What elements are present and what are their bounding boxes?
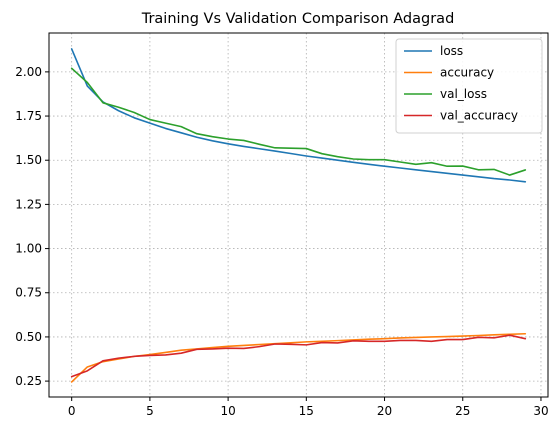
x-tick-label: 15 — [299, 404, 314, 418]
legend-box — [395, 38, 543, 134]
y-tick-label: 2.00 — [15, 65, 42, 79]
x-axis-ticks: 0 5 10 15 20 25 30 — [68, 397, 549, 418]
x-tick-label: 25 — [455, 404, 470, 418]
legend-label-val-loss: val_loss — [440, 87, 487, 101]
x-tick-label: 30 — [533, 404, 548, 418]
y-tick-label: 0.75 — [15, 286, 42, 300]
y-tick-label: 1.50 — [15, 153, 42, 167]
series-line-loss — [70, 48, 527, 183]
series-lines — [70, 48, 527, 383]
series-line-val-accuracy — [70, 334, 527, 378]
y-tick-label: 1.25 — [15, 197, 42, 211]
y-tick-label: 0.25 — [15, 374, 42, 388]
legend-label-accuracy: accuracy — [440, 66, 494, 80]
y-tick-label: 0.50 — [15, 330, 42, 344]
x-tick-label: 10 — [220, 404, 235, 418]
chart-title: Training Vs Validation Comparison Adagra… — [141, 11, 455, 27]
y-axis-ticks: 0.25 0.50 0.75 1.00 1.25 1.50 1.75 2.00 — [15, 65, 49, 388]
x-tick-label: 5 — [146, 404, 154, 418]
x-tick-label: 20 — [377, 404, 392, 418]
plot-frame — [48, 32, 549, 398]
x-tick-label: 0 — [68, 404, 76, 418]
y-tick-label: 1.00 — [15, 242, 42, 256]
series-line-val-loss — [70, 67, 527, 176]
legend: loss accuracy val_loss val_accuracy — [395, 38, 543, 134]
y-tick-label: 1.75 — [15, 109, 42, 123]
legend-label-loss: loss — [440, 44, 463, 58]
series-line-accuracy — [70, 332, 527, 383]
legend-label-val-accuracy: val_accuracy — [440, 109, 518, 123]
